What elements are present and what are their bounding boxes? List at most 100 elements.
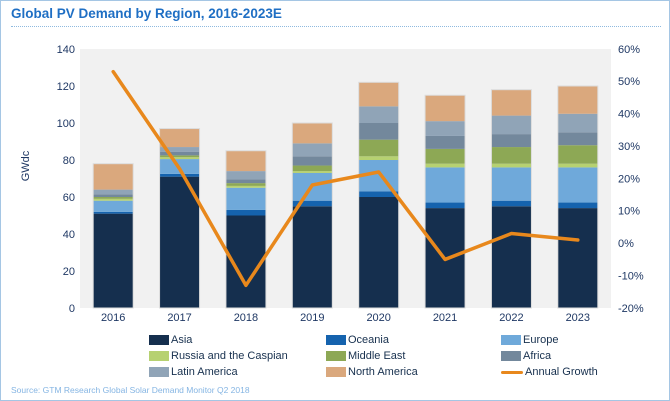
bar-segment-latin-america-2019	[292, 143, 333, 157]
left-axis-tick: 40	[63, 229, 75, 241]
bar-outline-2017	[159, 128, 201, 309]
x-axis-label-2017: 2017	[167, 312, 191, 324]
bar-segment-africa-2016	[93, 194, 134, 197]
right-axis-tick: 10%	[618, 206, 640, 218]
pv-demand-combo-chart: 2016 2017 2018 2019 2020 2021 2022 2023 0 20 40 60 8…	[20, 44, 644, 324]
legend-swatch-russia-and-the-caspian	[149, 351, 169, 361]
bar-segment-latin-america-2023	[557, 113, 598, 133]
bar-segment-europe-2018	[225, 187, 266, 210]
left-axis-tick: 80	[63, 155, 75, 167]
chart-title: Global PV Demand by Region, 2016-2023E	[11, 6, 661, 27]
bar-segment-middle-east-2023	[557, 145, 598, 164]
x-axis-label-2018: 2018	[234, 312, 258, 324]
x-axis-label-2023: 2023	[566, 312, 590, 324]
bar-segment-russia-and-the-caspian-2022	[491, 163, 532, 168]
bar-segment-russia-and-the-caspian-2018	[225, 185, 266, 188]
legend-swatch-oceania	[326, 335, 346, 345]
x-axis-label-2020: 2020	[366, 312, 390, 324]
bar-outline-2016	[92, 163, 134, 309]
bar-segment-europe-2021	[425, 167, 466, 203]
legend-swatch-middle-east	[326, 351, 346, 361]
chart-legend: Asia Oceania Europe Russia and the Caspian M…	[149, 332, 669, 380]
legend-item-africa: Africa	[501, 350, 669, 362]
bar-segment-north-america-2021	[425, 95, 466, 122]
legend-label-oceania: Oceania	[348, 334, 389, 346]
left-axis-tick: 20	[63, 266, 75, 278]
bar-outline-2020	[358, 81, 400, 309]
bar-segment-oceania-2023	[557, 202, 598, 209]
bar-segment-middle-east-2018	[225, 183, 266, 186]
annual-growth-line	[111, 69, 580, 288]
y-axis-title: GWdc	[20, 150, 32, 181]
x-axis-label-2022: 2022	[499, 312, 523, 324]
bar-segment-oceania-2017	[159, 173, 200, 177]
legend-label-annual-growth: Annual Growth	[525, 366, 598, 378]
legend-item-europe: Europe	[501, 334, 669, 346]
bar-segment-europe-2023	[557, 167, 598, 203]
bar-segment-africa-2023	[557, 132, 598, 146]
bar-segment-russia-and-the-caspian-2017	[159, 157, 200, 160]
right-axis-tick: -10%	[618, 270, 644, 282]
legend-swatch-asia	[149, 335, 169, 345]
bar-segment-middle-east-2021	[425, 148, 466, 164]
right-axis-tick: 60%	[618, 44, 640, 56]
right-axis-tick: 20%	[618, 173, 640, 185]
bar-segment-oceania-2016	[93, 211, 134, 214]
bar-segment-russia-and-the-caspian-2023	[557, 163, 598, 168]
right-axis-tick: -20%	[618, 303, 644, 315]
bar-segment-asia-2022	[491, 206, 532, 308]
legend-label-latin-america: Latin America	[171, 366, 238, 378]
legend-label-asia: Asia	[171, 334, 193, 346]
legend-swatch-north-america	[326, 367, 346, 377]
right-axis-tick: 0%	[618, 238, 634, 250]
bar-segment-north-america-2020	[358, 82, 399, 107]
bar-segment-africa-2018	[225, 179, 266, 184]
bar-segment-north-america-2022	[491, 89, 532, 116]
bar-segment-africa-2021	[425, 135, 466, 149]
left-axis-tick: 100	[57, 118, 75, 130]
legend-swatch-annual-growth	[501, 370, 523, 374]
bar-segment-asia-2017	[159, 176, 200, 308]
right-axis-tick: 50%	[618, 76, 640, 88]
left-axis-tick: 60	[63, 192, 75, 204]
legend-item-oceania: Oceania	[326, 334, 501, 346]
legend-label-middle-east: Middle East	[348, 350, 406, 362]
bar-segment-africa-2020	[358, 123, 399, 140]
legend-item-russia-and-the-caspian: Russia and the Caspian	[149, 350, 326, 362]
legend-label-north-america: North America	[348, 366, 418, 378]
source-note: Source: GTM Research Global Solar Demand…	[11, 385, 250, 395]
bar-segment-latin-america-2017	[159, 147, 200, 152]
legend-item-north-america: North America	[326, 366, 501, 378]
legend-item-latin-america: Latin America	[149, 366, 326, 378]
left-axis-tick: 140	[57, 44, 75, 56]
bar-segment-africa-2019	[292, 156, 333, 166]
bar-segment-africa-2022	[491, 134, 532, 148]
x-axis-label-2016: 2016	[101, 312, 125, 324]
bar-segment-asia-2019	[292, 206, 333, 308]
legend-item-middle-east: Middle East	[326, 350, 501, 362]
bar-segment-africa-2017	[159, 151, 200, 156]
bar-segment-russia-and-the-caspian-2021	[425, 163, 466, 168]
bar-segment-north-america-2016	[93, 163, 134, 190]
bar-segment-middle-east-2017	[159, 155, 200, 158]
bar-segment-latin-america-2021	[425, 121, 466, 136]
bar-segment-north-america-2018	[225, 150, 266, 172]
right-axis-tick: 30%	[618, 141, 640, 153]
bar-segment-russia-and-the-caspian-2019	[292, 171, 333, 173]
bar-outline-2022	[490, 89, 532, 309]
bar-outline-2023	[557, 85, 599, 309]
legend-label-russia-and-the-caspian: Russia and the Caspian	[171, 350, 288, 362]
x-axis-label-2021: 2021	[433, 312, 457, 324]
bar-outline-2021	[424, 94, 466, 309]
bar-segment-middle-east-2019	[292, 165, 333, 172]
bar-segment-asia-2020	[358, 197, 399, 308]
bar-segment-oceania-2022	[491, 200, 532, 207]
bar-segment-oceania-2020	[358, 191, 399, 197]
bar-segment-latin-america-2018	[225, 171, 266, 180]
bar-segment-oceania-2021	[425, 202, 466, 209]
legend-item-annual-growth: Annual Growth	[501, 366, 669, 378]
bar-segment-latin-america-2016	[93, 189, 134, 195]
left-axis-tick: 0	[69, 303, 75, 315]
bar-segment-middle-east-2016	[93, 197, 134, 199]
